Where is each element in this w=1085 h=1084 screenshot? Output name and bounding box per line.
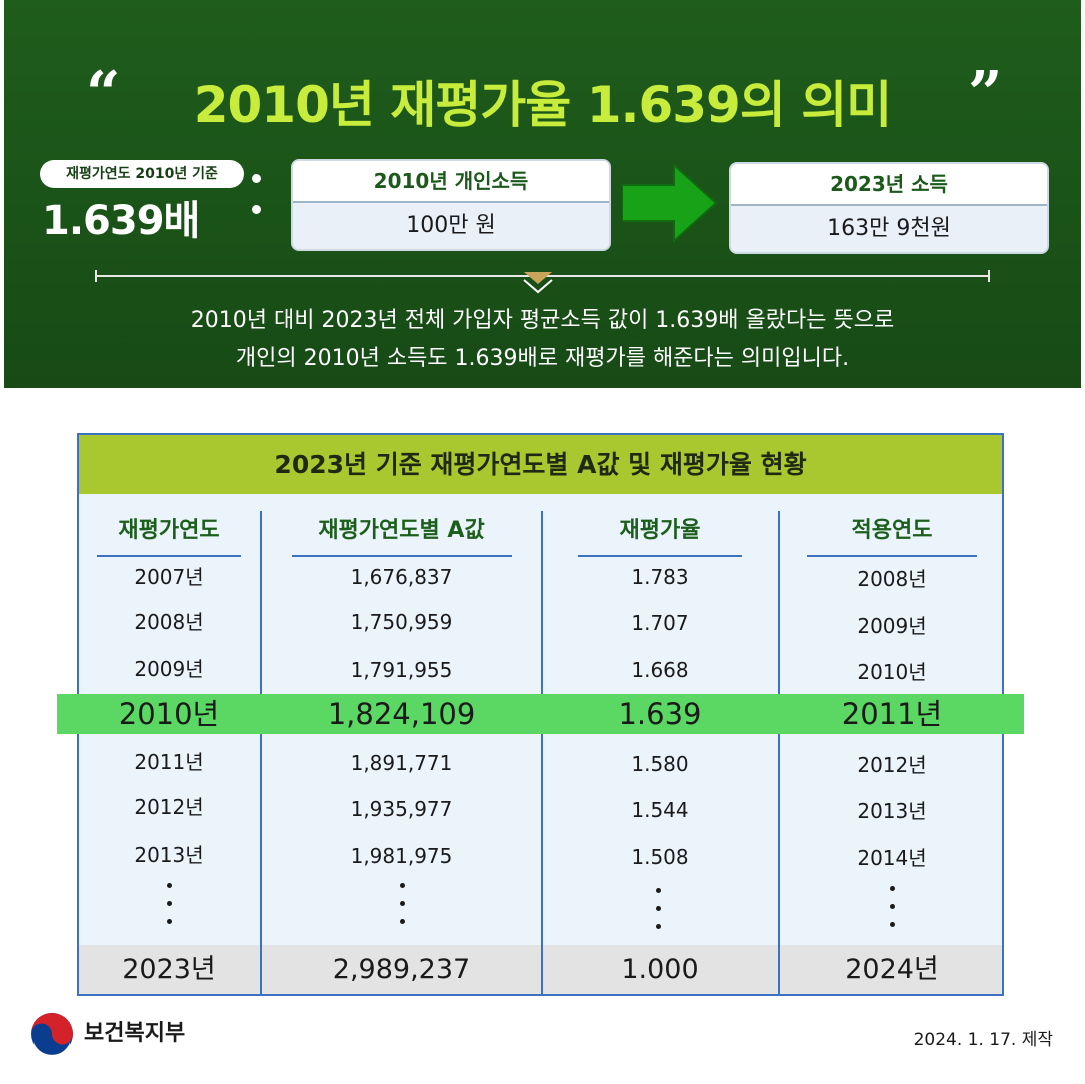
close-quote-mark: ”: [968, 59, 1003, 129]
column-header-year: 재평가연도: [89, 513, 249, 557]
table-cell: 1,935,977: [350, 797, 453, 821]
highlight-cell: 2011년: [841, 697, 943, 731]
table-cell: 2,989,237: [332, 954, 471, 985]
right-arrow-icon: [622, 163, 718, 243]
table-cell: 1.668: [631, 658, 689, 682]
description-line-2: 개인의 2010년 소득도 1.639배로 재평가를 해준다는 의미입니다.: [235, 346, 850, 371]
income-2023-label: 2023년 소득: [731, 164, 1047, 206]
table-cell: 2012년: [857, 753, 927, 777]
table-cell: 1,676,837: [350, 565, 453, 589]
column-header-a-value: 재평가연도별 A값: [274, 513, 529, 557]
table-cell: 1,750,959: [350, 610, 453, 634]
table-title: 2023년 기준 재평가연도별 A값 및 재평가율 현황: [79, 435, 1002, 494]
table-cell: 1.707: [631, 611, 689, 635]
table-cell: 1.508: [631, 845, 689, 869]
table-cell: 2008년: [134, 610, 204, 634]
table-cell: 2011년: [134, 750, 204, 774]
ministry-name: 보건복지부: [84, 1021, 186, 1046]
table-cell: 2007년: [134, 565, 204, 589]
income-2010-box: 2010년 개인소득 100만 원: [291, 159, 611, 251]
description-text: 2010년 대비 2023년 전체 가입자 평균소득 값이 1.639배 올랐다…: [0, 302, 1085, 378]
highlight-row: 2010년 1,824,109 1.639 2011년: [57, 694, 1024, 734]
highlight-cell: 2010년: [118, 697, 220, 731]
open-quote-mark: “: [86, 59, 121, 129]
income-2010-value: 100만 원: [293, 203, 609, 249]
ellipsis-icon: [654, 888, 662, 942]
table-cell: 1,891,771: [350, 751, 453, 775]
column-divider: [778, 945, 780, 994]
description-line-1: 2010년 대비 2023년 전체 가입자 평균소득 값이 1.639배 올랐다…: [190, 308, 895, 333]
ratio-value: 1.639배: [42, 198, 200, 244]
column-divider: [260, 945, 262, 994]
table-cell: 1.580: [631, 752, 689, 776]
highlight-cell: 1.639: [618, 697, 702, 731]
ministry-logo-icon: [31, 1013, 73, 1056]
table-cell: 2023년: [122, 954, 216, 985]
column-divider: [260, 511, 262, 995]
reference-year-badge: 재평가연도 2010년 기준: [40, 160, 244, 188]
column-divider: [541, 945, 543, 994]
table-cell: 2014년: [857, 846, 927, 870]
column-divider: [778, 511, 780, 995]
column-divider: [541, 511, 543, 995]
table-cell: 2010년: [857, 660, 927, 684]
table-cell: 1,791,955: [350, 658, 453, 682]
table-cell: 2013년: [134, 843, 204, 867]
ellipsis-icon: [888, 886, 896, 940]
table-cell: 1.544: [631, 798, 689, 822]
colon-icon: [252, 174, 262, 236]
income-2023-value: 163만 9천원: [731, 206, 1047, 252]
chevron-down-icon: [523, 272, 553, 294]
highlight-cell: 1,824,109: [327, 697, 476, 731]
ellipsis-icon: [398, 883, 406, 937]
table-cell: 1.783: [631, 565, 689, 589]
table-cell: 2013년: [857, 799, 927, 823]
column-header-rate: 재평가율: [551, 513, 769, 557]
table-cell: 1.000: [621, 954, 699, 985]
production-date: 2024. 1. 17. 제작: [913, 1030, 1053, 1050]
table-cell: 2024년: [845, 954, 939, 985]
table-cell: 1,981,975: [350, 844, 453, 868]
table-cell: 2009년: [134, 657, 204, 681]
table-cell: 2008년: [857, 567, 927, 591]
income-2010-label: 2010년 개인소득: [293, 161, 609, 203]
table-cell: 2009년: [857, 614, 927, 638]
column-header-apply-year: 적용연도: [787, 513, 997, 557]
page-title: 2010년 재평가율 1.639의 의미: [193, 76, 893, 134]
ellipsis-icon: [165, 883, 173, 937]
table-cell: 2012년: [134, 795, 204, 819]
income-2023-box: 2023년 소득 163만 9천원: [729, 162, 1049, 254]
table-last-row: 2023년 2,989,237 1.000 2024년: [79, 945, 1002, 994]
